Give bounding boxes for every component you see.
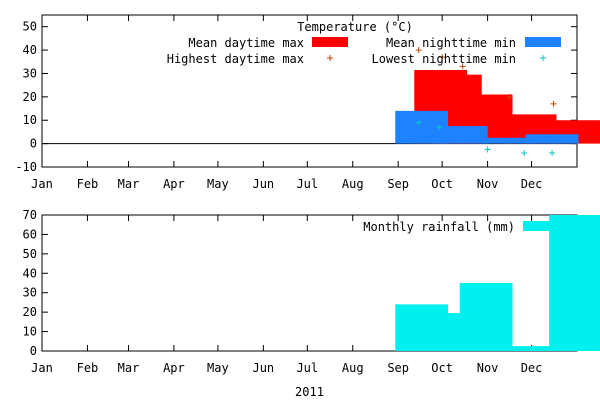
x-tick-label: Feb bbox=[77, 361, 99, 375]
x-tick-label: Jan bbox=[31, 361, 53, 375]
bar bbox=[481, 137, 535, 144]
y-tick-label: 20 bbox=[23, 305, 37, 319]
y-tick-label: 40 bbox=[23, 266, 37, 280]
legend-swatch bbox=[312, 37, 348, 47]
x-tick-label: Jul bbox=[296, 361, 318, 375]
x-tick-label: Mar bbox=[118, 361, 140, 375]
y-tick-label: 50 bbox=[23, 247, 37, 261]
x-tick-label: Sep bbox=[387, 177, 409, 191]
legend-swatch bbox=[525, 37, 561, 47]
legend-label: Mean daytime max bbox=[188, 36, 304, 50]
legend-swatch bbox=[523, 221, 559, 231]
x-tick-label: Dec bbox=[521, 177, 543, 191]
x-tick-label: Jun bbox=[252, 361, 274, 375]
x-tick-label: Aug bbox=[342, 361, 364, 375]
legend-label: Monthly rainfall (mm) bbox=[363, 220, 515, 234]
x-tick-label: Jun bbox=[252, 177, 274, 191]
y-tick-label: 40 bbox=[23, 43, 37, 57]
x-tick-label: Sep bbox=[387, 361, 409, 375]
x-tick-label: May bbox=[207, 177, 229, 191]
bar bbox=[503, 346, 557, 351]
chart-title: Temperature (°C) bbox=[297, 20, 413, 34]
x-tick-label: Oct bbox=[431, 177, 453, 191]
x-tick-label: May bbox=[207, 361, 229, 375]
x-tick-label: Jan bbox=[31, 177, 53, 191]
x-tick-label: Aug bbox=[342, 177, 364, 191]
bar bbox=[459, 283, 513, 351]
x-tick-label: Nov bbox=[477, 361, 499, 375]
y-tick-label: -10 bbox=[15, 160, 37, 174]
x-axis-label: 2011 bbox=[295, 385, 324, 399]
x-tick-label: Dec bbox=[521, 361, 543, 375]
y-tick-label: 60 bbox=[23, 227, 37, 241]
plot-frame-0 bbox=[41, 14, 578, 168]
x-tick-label: Nov bbox=[477, 177, 499, 191]
x-tick-label: Feb bbox=[77, 177, 99, 191]
x-tick-label: Oct bbox=[431, 361, 453, 375]
legend-label: Highest daytime max bbox=[167, 52, 304, 66]
y-tick-label: 50 bbox=[23, 20, 37, 34]
y-tick-label: 70 bbox=[23, 208, 37, 222]
y-tick-label: 30 bbox=[23, 286, 37, 300]
bar bbox=[549, 215, 600, 351]
x-tick-label: Mar bbox=[118, 177, 140, 191]
y-tick-label: 10 bbox=[23, 113, 37, 127]
legend-label: Mean nighttime min bbox=[386, 36, 516, 50]
y-tick-label: 10 bbox=[23, 325, 37, 339]
y-tick-label: 20 bbox=[23, 90, 37, 104]
x-tick-label: Apr bbox=[163, 177, 185, 191]
x-tick-label: Apr bbox=[163, 361, 185, 375]
y-tick-label: 0 bbox=[30, 344, 37, 358]
bar bbox=[525, 134, 579, 144]
y-tick-label: 30 bbox=[23, 66, 37, 80]
legend-label: Lowest nighttime min bbox=[372, 52, 517, 66]
y-tick-label: 0 bbox=[30, 137, 37, 151]
bar bbox=[434, 126, 488, 144]
x-tick-label: Jul bbox=[296, 177, 318, 191]
